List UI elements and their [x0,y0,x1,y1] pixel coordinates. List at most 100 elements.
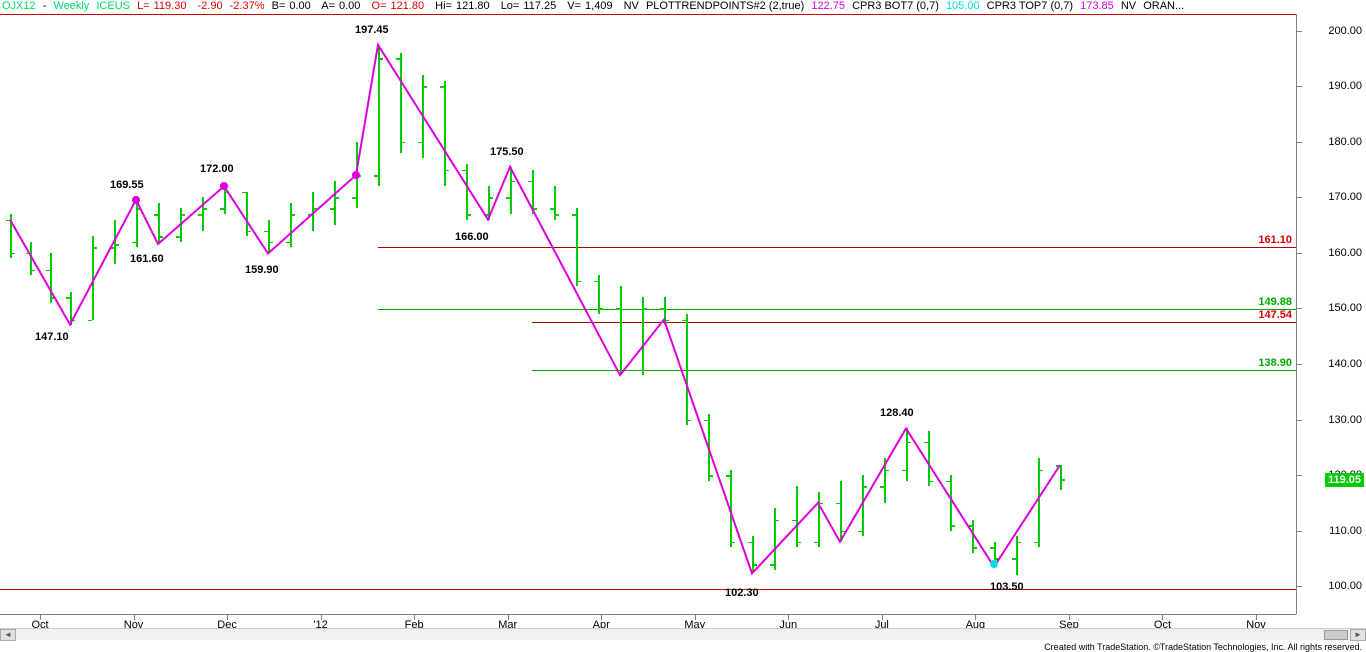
swing-label: 103.50 [990,581,1024,593]
horizontal-level-line [532,370,1296,371]
horizontal-level-line [532,322,1296,323]
ohlc-bar [884,458,886,502]
copyright-footer: Created with TradeStation. ©TradeStation… [1044,642,1362,652]
ohlc-bar [620,286,622,375]
ohlc-bar [488,186,490,219]
indicator2-value: 105.00 [946,0,980,12]
ohlc-bar [378,45,380,186]
scroll-left-button[interactable]: ◄ [0,629,16,641]
swing-marker-dot [132,196,140,204]
indicator2-label: CPR3 BOT7 (0,7) [852,0,939,12]
y-tick-label: 140.00 [1328,358,1362,370]
swing-label: 102.30 [725,587,759,599]
y-tick-label: 170.00 [1328,191,1362,203]
ohlc-bar [840,481,842,542]
lo-value: 117.25 [523,0,556,12]
ohlc-bar [202,197,204,230]
ohlc-bar [818,492,820,548]
ohlc-bar [50,253,52,303]
ohlc-bar [158,203,160,244]
ohlc-bar [246,192,248,236]
chart-header: OJX12 - Weekly ICEUS L=119.30 -2.90 -2.3… [2,0,1366,14]
y-tick-label: 110.00 [1329,525,1362,537]
indicator3-value: 173.85 [1080,0,1114,12]
nv-label2: NV [1121,0,1136,12]
y-tick-label: 180.00 [1328,136,1362,148]
bid-value: 0.00 [289,0,310,12]
swing-label: 175.50 [490,146,524,158]
current-price-marker: 119.05 [1325,473,1364,487]
pct-value: -2.37% [230,0,265,12]
swing-label: 172.00 [200,163,234,175]
y-tick-label: 150.00 [1328,302,1362,314]
ohlc-bar [290,203,292,247]
ohlc-bar [334,181,336,225]
open-value: 121.80 [390,0,424,12]
swing-label: 159.90 [245,264,279,276]
ohlc-bar [10,214,12,258]
last-value: 119.30 [154,0,187,12]
swing-label: 197.45 [355,24,389,36]
y-tick-label: 130.00 [1328,414,1362,426]
horizontal-level-line [0,589,1296,590]
ohlc-bar [466,164,468,220]
swing-marker-dot [990,560,998,568]
scroll-thumb[interactable] [1324,630,1348,640]
horizontal-level-line [378,309,1296,310]
ohlc-bar [510,167,512,214]
ohlc-bar [400,53,402,153]
ohlc-bar [136,200,138,248]
ohlc-bar [752,536,754,573]
ohlc-bar [114,220,116,264]
horizontal-level-label: 149.88 [1258,296,1292,308]
indicator1-value: 122.75 [811,0,845,12]
scroll-track[interactable] [16,629,1350,641]
symbol-label: OJX12 [2,0,36,12]
ohlc-bar [730,470,732,548]
swing-label: 161.60 [130,253,164,265]
price-chart[interactable]: 161.10 149.88147.54 138.90 147.10 169.55 161.… [0,14,1296,614]
ohlc-bar [576,208,578,286]
indicator4-label: ORAN... [1143,0,1184,12]
indicator3-label: CPR3 TOP7 (0,7) [987,0,1073,12]
vol-value: 1,409 [585,0,613,12]
ohlc-bar [312,192,314,231]
ohlc-bar [906,428,908,480]
ohlc-bar [686,314,688,425]
ohlc-bar [796,486,798,547]
ohlc-bar [268,220,270,254]
change-value: -2.90 [198,0,223,12]
scroll-right-button[interactable]: ► [1350,629,1366,641]
ohlc-bar [1060,465,1062,490]
ohlc-bar [708,414,710,481]
ask-value: 0.00 [339,0,360,12]
period-label: Weekly [53,0,89,12]
horizontal-level-label: 147.54 [1258,309,1292,321]
swing-label: 166.00 [455,231,489,243]
y-tick-label: 190.00 [1328,80,1362,92]
hi-value: 121.80 [456,0,490,12]
ohlc-bar [224,186,226,214]
horizontal-level-line [378,247,1296,248]
swing-label: 147.10 [35,331,69,343]
nv-label: NV [624,0,639,12]
y-tick-label: 200.00 [1328,25,1362,37]
ohlc-bar [862,475,864,536]
ohlc-bar [1038,458,1040,547]
horizontal-scrollbar[interactable]: ◄ ► [0,628,1366,640]
horizontal-level-label: 138.90 [1258,357,1292,369]
horizontal-level-label: 161.10 [1258,234,1292,246]
ohlc-bar [532,170,534,214]
swing-marker-dot [352,171,360,179]
exchange-label: ICEUS [96,0,130,12]
swing-marker-dot [220,182,228,190]
trend-line [0,14,1296,614]
swing-label: 169.55 [110,179,144,191]
ohlc-bar [774,508,776,569]
chart-top-border [0,14,1296,15]
ohlc-bar [950,475,952,531]
indicator1-label: PLOTTRENDPOINTS#2 (2,true) [646,0,804,12]
ohlc-bar [928,431,930,487]
y-axis: 100.00110.00120.00130.00140.00150.00160.… [1296,14,1366,614]
swing-label: 128.40 [880,407,914,419]
